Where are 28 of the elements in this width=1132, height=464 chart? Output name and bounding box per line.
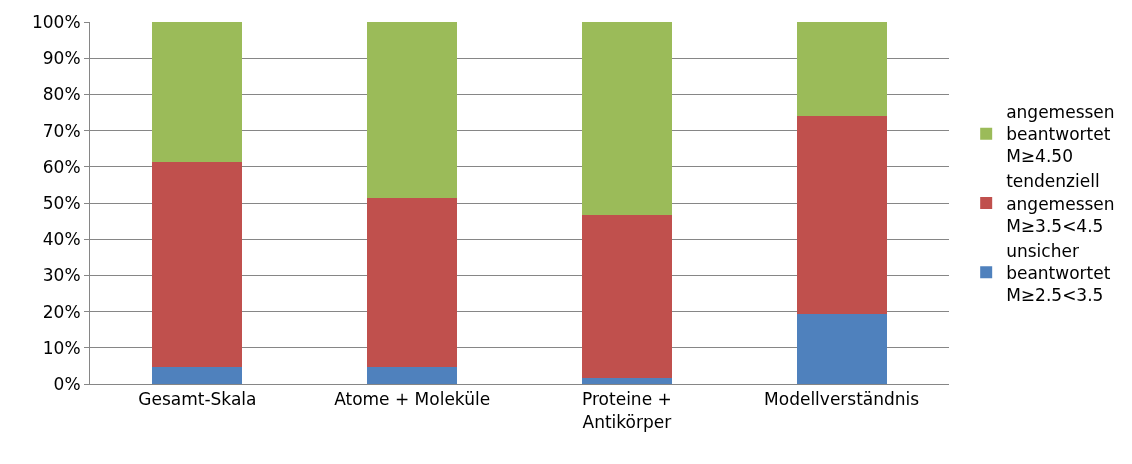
x-tick-label: Gesamt-Skala [138, 389, 257, 410]
bar [581, 214, 672, 378]
y-tick-label: 80% [42, 84, 81, 105]
y-tick-label: 40% [42, 229, 81, 250]
y-tick-label: 60% [42, 156, 81, 177]
bar [152, 22, 243, 163]
y-tick-label: 100% [31, 11, 81, 32]
legend-label: unsicher beantwortet M≥2.5<3.5 [1006, 240, 1111, 305]
bar [367, 22, 458, 198]
bar [796, 116, 887, 315]
y-tick-label: 10% [42, 337, 81, 358]
x-tick-label: Proteine + Antikörper [582, 389, 672, 432]
bar [796, 22, 887, 117]
x-tick-label: Modellverständnis [764, 389, 920, 410]
bar [367, 366, 458, 384]
y-tick-label: 20% [42, 301, 81, 322]
bar [796, 314, 887, 384]
x-tick-label: Atome + Moleküle [334, 389, 491, 410]
bar [152, 162, 243, 367]
bar [367, 197, 458, 367]
y-tick-label: 50% [42, 192, 81, 213]
bar [152, 366, 243, 384]
y-tick-label: 0% [53, 373, 81, 394]
y-tick-label: 70% [42, 120, 81, 141]
bar [581, 377, 672, 384]
y-tick-label: 90% [42, 48, 81, 69]
bar [581, 22, 672, 215]
y-tick-label: 30% [42, 265, 81, 286]
